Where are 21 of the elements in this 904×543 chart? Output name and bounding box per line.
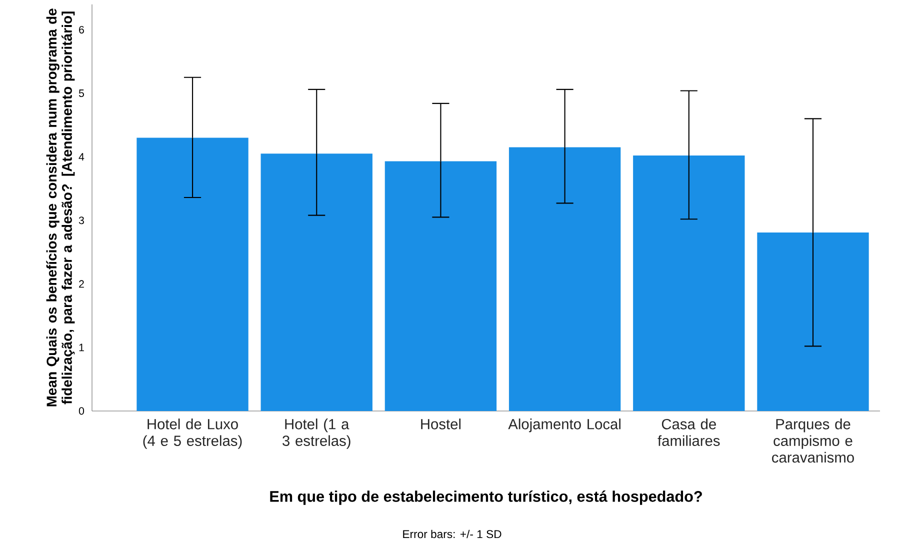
bar xyxy=(136,138,248,412)
y-tick-label: 0 xyxy=(78,407,84,415)
bar xyxy=(633,156,745,412)
bar xyxy=(508,147,621,412)
x-tick-label: Parques de campismo e caravanismo xyxy=(772,418,854,463)
y-tick-label: 5 xyxy=(78,90,84,98)
bar xyxy=(260,154,372,412)
y-tick-label: 1 xyxy=(79,344,84,352)
y-tick-label: 4 xyxy=(78,153,84,161)
y-tick-label: 6 xyxy=(79,26,84,34)
x-tick-label: Hotel de Luxo (4 e 5 estrelas) xyxy=(143,418,242,450)
x-tick-label: Casa de familiares xyxy=(658,418,720,446)
x-axis-title: Em que tipo de estabelecimento turístico, está hospedado? xyxy=(270,490,702,506)
x-tick-label: Hostel xyxy=(421,418,461,430)
x-tick-label: Hotel (1 a 3 estrelas) xyxy=(282,418,350,450)
y-tick-label: 3 xyxy=(78,216,84,224)
y-tick-label: 2 xyxy=(79,280,84,288)
text: Error bars: +/- 1 SD xyxy=(403,530,502,538)
y-axis-title: Mean Quais os benefícios que considera num programa de fidelização, para fazer a adesão? [Atendimento prioritário] xyxy=(46,8,75,406)
x-tick-label: Alojamento Local xyxy=(508,418,620,432)
bar xyxy=(384,161,497,412)
